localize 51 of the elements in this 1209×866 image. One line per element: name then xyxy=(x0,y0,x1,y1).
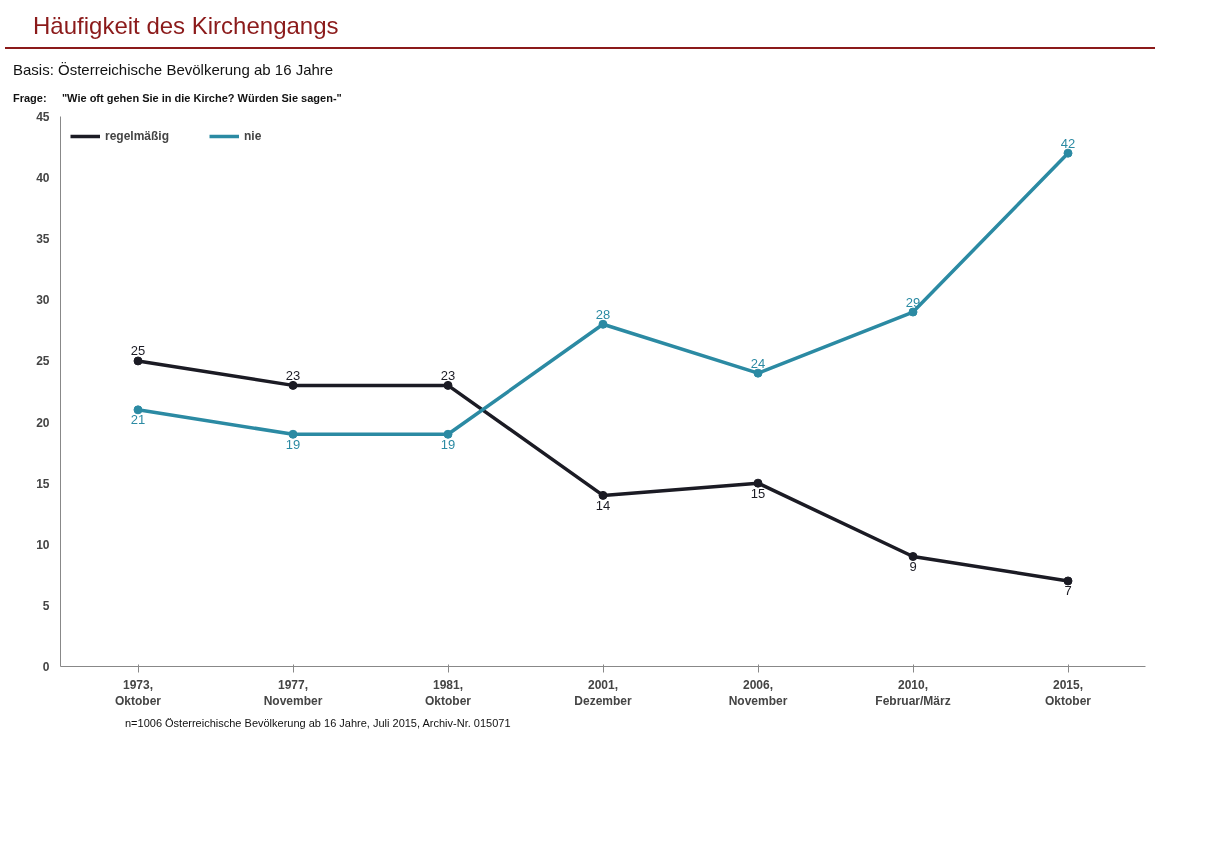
point xyxy=(133,356,143,366)
data-label: 14 xyxy=(595,498,611,514)
point xyxy=(1063,576,1073,586)
data-label: 25 xyxy=(130,343,146,359)
data-label: 23 xyxy=(285,368,301,384)
point xyxy=(908,552,918,562)
legend-label: nie xyxy=(244,129,263,144)
y-tick-label: 45 xyxy=(36,110,50,125)
x-tick-label: 2001, Dezember xyxy=(574,677,633,709)
chart-title: Häufigkeit des Kirchengangs xyxy=(33,11,339,41)
point xyxy=(753,479,763,489)
y-tick-label: 20 xyxy=(36,415,50,430)
x-tick-label: 1981, Oktober xyxy=(425,677,472,709)
data-label: 24 xyxy=(750,356,766,372)
x-tick-label: 1977, November xyxy=(263,677,323,709)
data-label: 29 xyxy=(905,294,921,310)
y-tick-label: 35 xyxy=(36,232,50,247)
data-label: 15 xyxy=(750,486,766,502)
point xyxy=(288,381,298,391)
x-tick-label: 2010, Februar/März xyxy=(875,677,951,709)
point xyxy=(1063,149,1073,159)
x-tick-label: 2006, November xyxy=(728,677,788,709)
legend-label: regelmäßig xyxy=(105,129,170,144)
y-tick-label: 30 xyxy=(36,293,50,308)
text: n=1006 Österreichische Bevölkerung ab 16 Jahre, Juli 2015, Archiv-Nr. 015071 xyxy=(125,716,511,732)
y-tick-label: 25 xyxy=(36,354,50,369)
point xyxy=(753,369,763,379)
point xyxy=(443,381,453,391)
y-tick-label: 15 xyxy=(36,477,50,492)
y-tick-label: 5 xyxy=(42,599,50,614)
point xyxy=(443,430,453,440)
data-label: 42 xyxy=(1060,136,1076,152)
point xyxy=(288,430,298,440)
chart-subtitle: Basis: Österreichische Bevölkerung ab 16 Jahre xyxy=(13,60,334,81)
point xyxy=(133,405,143,415)
data-label: 19 xyxy=(440,437,456,453)
y-tick-label: 0 xyxy=(42,660,50,675)
point xyxy=(908,307,918,317)
y-tick-label: 40 xyxy=(36,171,50,186)
x-tick-label: 2015, Oktober xyxy=(1045,677,1092,709)
text: Frage: "Wie oft gehen Sie in die Kirche? Würden Sie sagen-" xyxy=(13,90,342,106)
x-tick-label: 1973, Oktober xyxy=(115,677,162,709)
point xyxy=(598,320,608,330)
y-tick-label: 10 xyxy=(36,538,50,553)
data-label: 23 xyxy=(440,368,456,384)
point xyxy=(598,491,608,501)
data-label: 28 xyxy=(595,307,611,323)
data-label: 7 xyxy=(1064,583,1072,599)
data-label: 19 xyxy=(285,437,301,453)
data-label: 9 xyxy=(909,559,917,575)
data-label: 21 xyxy=(130,412,146,428)
